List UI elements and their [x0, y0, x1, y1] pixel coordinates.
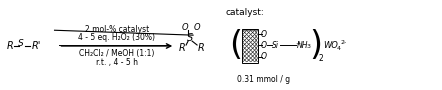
Text: O: O [261, 30, 267, 39]
Text: 3: 3 [307, 44, 311, 50]
Text: (: ( [229, 30, 243, 62]
Text: S: S [187, 33, 193, 43]
Text: 2-: 2- [341, 40, 347, 45]
Text: R: R [179, 43, 186, 53]
Text: catalyst:: catalyst: [226, 8, 265, 17]
Text: r.t. , 4 - 5 h: r.t. , 4 - 5 h [96, 58, 138, 67]
Text: 2: 2 [318, 54, 323, 63]
Text: O: O [194, 23, 200, 32]
Text: R: R [7, 41, 13, 51]
Text: R': R' [31, 41, 41, 51]
Text: 4: 4 [337, 46, 341, 51]
Text: NH: NH [297, 40, 309, 50]
Text: Si: Si [272, 40, 279, 50]
Text: S: S [18, 39, 23, 48]
Text: CH₂Cl₂ / MeOH (1:1): CH₂Cl₂ / MeOH (1:1) [79, 49, 155, 58]
Text: ): ) [309, 30, 322, 62]
Text: O: O [261, 40, 267, 50]
Text: 2 mol-% catalyst: 2 mol-% catalyst [85, 25, 149, 34]
Text: R: R [198, 43, 205, 53]
Bar [242, 29, 258, 63]
Text: O: O [261, 52, 267, 61]
Text: 4 - 5 eq. H₂O₂ (30%): 4 - 5 eq. H₂O₂ (30%) [78, 33, 155, 42]
Text: O: O [182, 23, 188, 32]
Text: +: + [295, 40, 301, 46]
Text: WO: WO [324, 41, 339, 50]
Text: 0.31 mmol / g: 0.31 mmol / g [237, 75, 290, 84]
